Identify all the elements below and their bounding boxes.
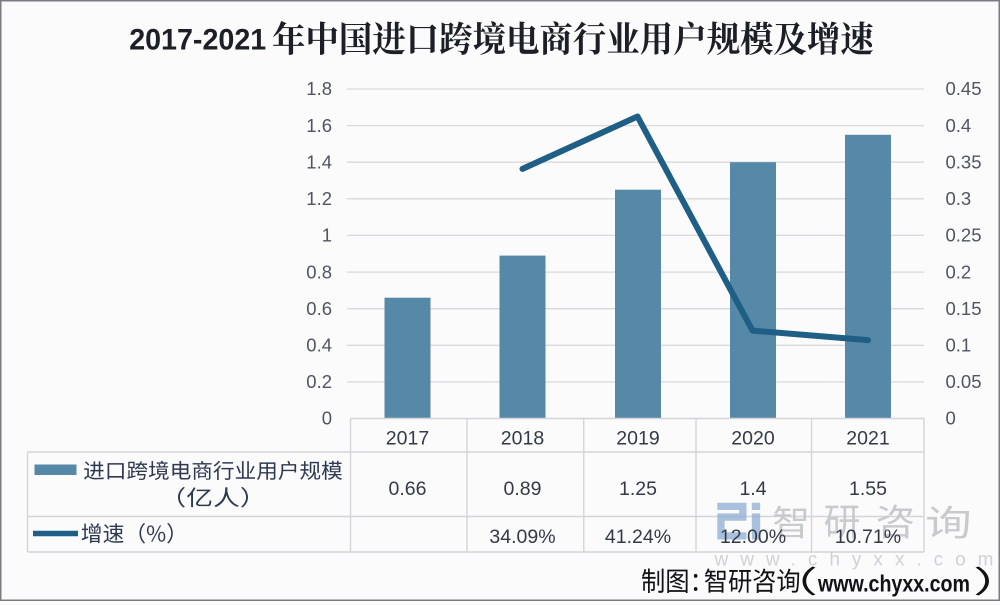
svg-text:0.66: 0.66 [389,478,427,500]
svg-text:12.00%: 12.00% [720,526,786,548]
svg-text:0.4: 0.4 [306,335,332,356]
svg-text:0.15: 0.15 [946,298,982,319]
svg-text:0: 0 [946,408,956,429]
svg-text:1.25: 1.25 [619,478,657,500]
svg-text:2017: 2017 [386,428,429,450]
svg-text:0.05: 0.05 [946,371,982,392]
svg-text:2018: 2018 [501,428,544,450]
svg-text:10.71%: 10.71% [835,526,901,548]
svg-text:0.4: 0.4 [946,115,972,136]
svg-text:0.45: 0.45 [946,78,982,99]
svg-text:1.2: 1.2 [306,188,332,209]
svg-text:0.25: 0.25 [946,225,982,246]
svg-text:2021: 2021 [846,428,889,450]
svg-text:1.55: 1.55 [849,478,887,500]
svg-text:34.09%: 34.09% [489,526,555,548]
svg-text:0.35: 0.35 [946,151,982,172]
svg-text:2017-2021: 2017-2021 [129,24,266,57]
svg-text:2019: 2019 [616,428,659,450]
svg-text:0.2: 0.2 [306,371,332,392]
svg-text:0.2: 0.2 [946,261,972,282]
svg-text:0.8: 0.8 [306,261,332,282]
svg-text:1.4: 1.4 [739,478,766,500]
svg-text:0.3: 0.3 [946,188,972,209]
svg-text:0.1: 0.1 [946,335,972,356]
svg-text:0.6: 0.6 [306,298,332,319]
svg-text:41.24%: 41.24% [605,526,671,548]
svg-text:0.89: 0.89 [504,478,542,500]
svg-text:1.6: 1.6 [306,115,332,136]
svg-text:www.chyxx.com: www.chyxx.com [817,571,970,597]
svg-text:1: 1 [322,225,332,246]
svg-text:2020: 2020 [731,428,775,450]
svg-text:1.8: 1.8 [306,78,332,99]
svg-text:1.4: 1.4 [306,151,332,172]
svg-text:0: 0 [322,408,332,429]
